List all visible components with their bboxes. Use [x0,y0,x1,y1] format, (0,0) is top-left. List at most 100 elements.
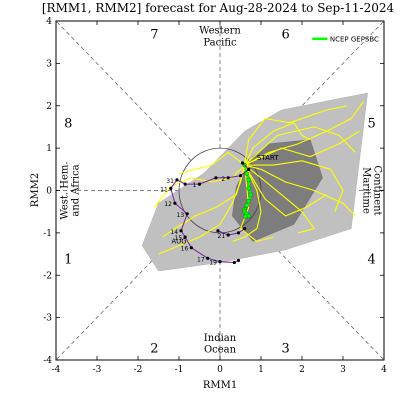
member-line [244,160,344,212]
observed-point [247,167,251,171]
phase-number: 1 [64,252,72,267]
y-tick-label: 0 [46,187,52,197]
member-line [162,164,246,238]
observed-point [218,260,222,264]
diagonal-line [248,20,385,161]
observed-tail-line [217,228,245,236]
chart-title: [RMM1, RMM2] forecast for Aug-28-2024 to… [42,1,395,15]
y-tick-label: -4 [43,356,52,366]
diagonal-line [248,220,385,361]
observed-day-label: 19 [209,260,217,267]
observed-point [226,176,230,180]
member-line [158,164,246,255]
member-line [244,164,356,217]
observed-point [236,231,241,235]
phase-number: 2 [150,341,158,356]
member-line [244,122,311,166]
x-tick-label: -4 [52,365,61,375]
ensemble-mean-point [243,214,248,219]
observed-point [236,258,241,263]
observed-line [170,162,250,264]
ensemble-mean-point [246,177,251,183]
observed-point [243,227,247,231]
ensemble-mean-point [244,171,249,176]
x-tick-label: -1 [175,365,184,375]
x-axis-label: RMM1 [203,380,237,391]
y-tick-label: 2 [46,102,52,112]
observed-day-label: 14 [170,229,178,236]
amplitude-one-circle [178,147,262,234]
ensemble-mean-point [246,198,251,204]
y-tick-label: 1 [46,144,52,154]
observed-day-label: 11 [160,186,168,193]
observed-point [214,176,218,180]
observed-day-label: 13 [177,212,185,219]
observed-point [206,256,210,260]
observed-point [232,260,236,265]
member-line [244,164,327,217]
observed-point [238,174,243,178]
observed-day-label: 16 [181,246,189,253]
phase-number: 8 [64,117,72,132]
observed-point [175,178,179,182]
member-line [239,165,274,242]
phase-number: 5 [368,117,376,132]
observed-day-label: 31 [166,178,174,185]
observed-point [197,182,202,186]
y-tick-label: -1 [43,229,52,239]
member-line [244,126,356,166]
region-right-line2: Continent [372,165,383,215]
observed-point [169,186,173,190]
x-tick-label: 4 [381,365,387,375]
ensemble-mean-point [248,192,253,197]
phase-number: 6 [281,28,289,43]
y-tick-label: 4 [46,17,52,27]
x-tick-label: -2 [134,365,143,375]
region-bottom-line2: Ocean [204,344,237,355]
member-line [244,164,315,234]
observed-point [240,161,245,165]
observed-day-label: 12 [164,201,172,208]
observed-point [173,201,177,205]
x-tick-label: 2 [299,365,305,375]
region-left-line2: and Africa [71,164,82,216]
diagonal-line [55,220,192,361]
member-line [178,151,245,175]
member-line [244,101,364,166]
ensemble-mean [242,162,253,219]
y-tick-label: 3 [46,59,52,69]
x-tick-label: 0 [217,365,223,375]
ensemble-members [153,101,364,255]
observed-point [185,212,189,216]
region-top-line2: Pacific [203,38,237,49]
region-bottom-line1: Indian [204,333,237,344]
x-tick-label: -3 [93,365,102,375]
observed-day-label: 17 [197,256,205,263]
observed-day-label: 2 [221,176,225,183]
ensemble-mean-point [246,186,251,191]
member-line [232,164,262,242]
legend-label: NCEP GEPSBC [330,35,379,43]
y-tick-label: -3 [43,314,52,324]
y-axis-label: RMM2 [30,173,41,207]
observed-point [216,229,220,233]
phase-number: 7 [150,28,158,43]
observed-day-label: 1 [193,182,197,189]
month-label: AUG [171,237,186,245]
member-line [244,105,348,166]
diagonal-line [55,20,192,161]
observed-point [189,246,193,250]
unit-circle [178,147,262,234]
observed-point [179,229,183,233]
observed-point [183,182,187,186]
member-line [244,130,360,166]
x-tick-label: 1 [258,365,264,375]
legend: NCEP GEPSBC [312,35,379,43]
start-label: START [257,154,279,162]
observed-day-label: 21 [218,233,226,240]
